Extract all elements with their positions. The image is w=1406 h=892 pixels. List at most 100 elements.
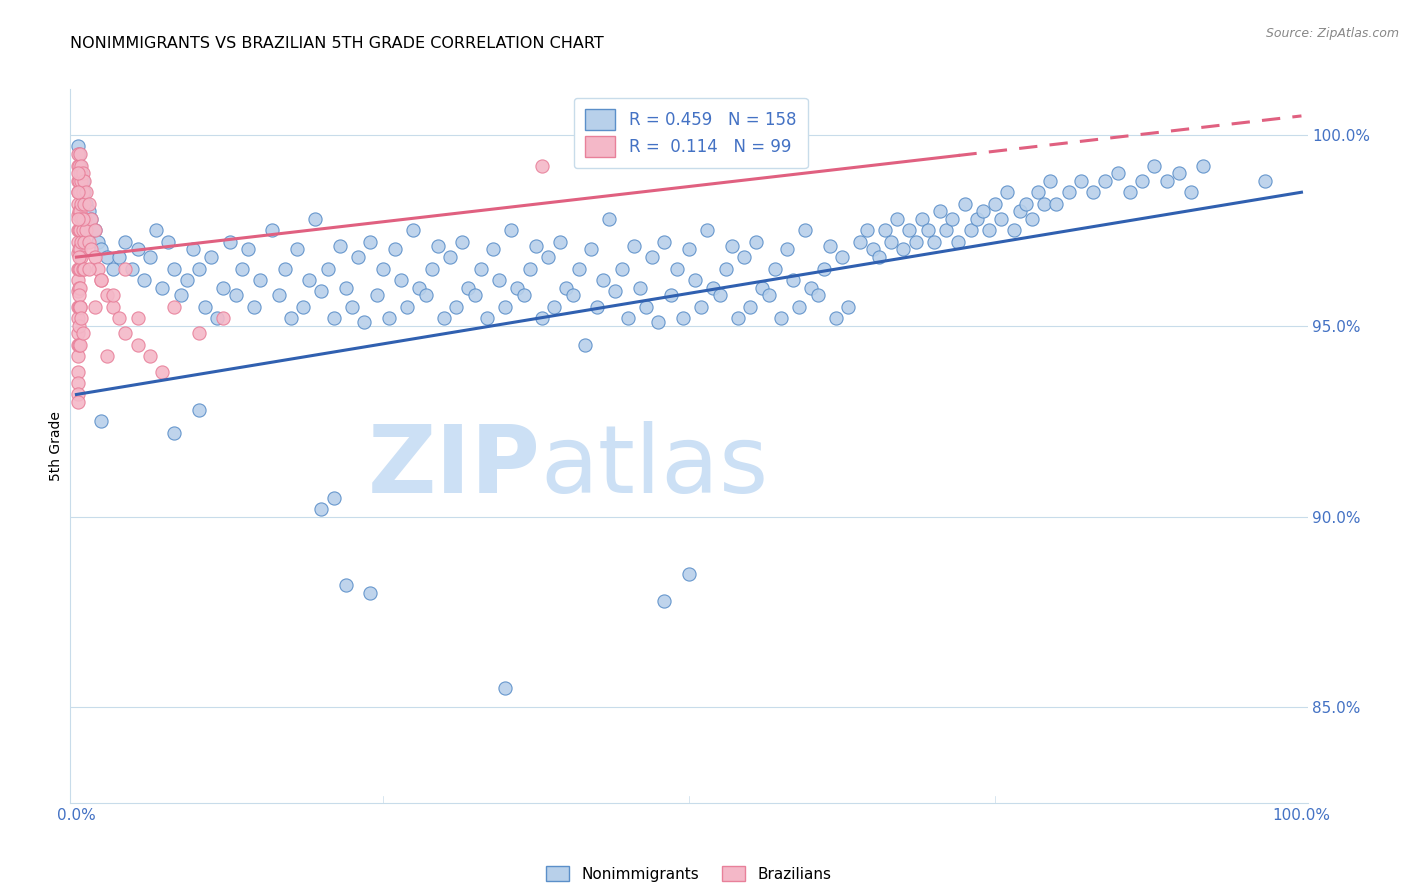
Y-axis label: 5th Grade: 5th Grade <box>49 411 63 481</box>
Point <box>163 261 186 276</box>
Text: NONIMMIGRANTS VS BRAZILIAN 5TH GRADE CORRELATION CHART: NONIMMIGRANTS VS BRAZILIAN 5TH GRADE COR… <box>70 36 605 51</box>
Text: atlas: atlas <box>540 421 769 514</box>
Point <box>763 261 786 276</box>
Point <box>813 261 835 276</box>
Point <box>740 300 762 314</box>
Point <box>530 159 553 173</box>
Point <box>70 196 93 211</box>
Point <box>623 238 645 252</box>
Point <box>90 273 112 287</box>
Point <box>127 338 149 352</box>
Point <box>340 300 363 314</box>
Point <box>359 586 381 600</box>
Point <box>77 261 100 276</box>
Point <box>1119 186 1142 200</box>
Point <box>70 211 93 226</box>
Point <box>322 311 344 326</box>
Point <box>568 261 591 276</box>
Point <box>831 250 853 264</box>
Point <box>67 318 90 333</box>
Point <box>77 196 100 211</box>
Point <box>408 280 430 294</box>
Point <box>378 311 401 326</box>
Point <box>73 186 96 200</box>
Point <box>67 288 90 302</box>
Point <box>948 235 970 249</box>
Point <box>1008 204 1031 219</box>
Point <box>66 223 89 237</box>
Point <box>145 223 167 237</box>
Point <box>457 280 479 294</box>
Point <box>187 326 209 341</box>
Point <box>1156 174 1178 188</box>
Point <box>66 395 89 409</box>
Point <box>720 238 742 252</box>
Point <box>886 211 908 226</box>
Point <box>922 235 945 249</box>
Point <box>121 261 143 276</box>
Point <box>917 223 939 237</box>
Point <box>1094 174 1116 188</box>
Point <box>758 288 780 302</box>
Point <box>80 211 103 226</box>
Point <box>1254 174 1277 188</box>
Point <box>67 223 90 237</box>
Point <box>67 147 90 161</box>
Point <box>659 288 682 302</box>
Point <box>67 250 90 264</box>
Point <box>1130 174 1153 188</box>
Text: Source: ZipAtlas.com: Source: ZipAtlas.com <box>1265 27 1399 40</box>
Point <box>464 288 486 302</box>
Point <box>218 235 240 249</box>
Point <box>530 311 553 326</box>
Point <box>69 223 91 237</box>
Point <box>1033 196 1056 211</box>
Point <box>70 174 93 188</box>
Point <box>273 261 295 276</box>
Point <box>187 261 209 276</box>
Point <box>75 223 97 237</box>
Point <box>311 502 333 516</box>
Point <box>574 338 596 352</box>
Point <box>433 311 456 326</box>
Point <box>966 211 988 226</box>
Point <box>70 166 93 180</box>
Point <box>70 159 93 173</box>
Point <box>72 211 94 226</box>
Point <box>616 311 638 326</box>
Point <box>139 250 162 264</box>
Point <box>868 250 890 264</box>
Point <box>67 174 90 188</box>
Point <box>347 250 370 264</box>
Point <box>139 349 162 363</box>
Point <box>66 174 89 188</box>
Point <box>66 326 89 341</box>
Point <box>69 159 91 173</box>
Point <box>96 288 118 302</box>
Point <box>322 491 344 505</box>
Point <box>470 261 492 276</box>
Point <box>66 311 89 326</box>
Point <box>96 250 118 264</box>
Point <box>690 300 713 314</box>
Point <box>66 196 89 211</box>
Point <box>66 261 89 276</box>
Point <box>73 261 96 276</box>
Point <box>628 280 651 294</box>
Point <box>67 280 90 294</box>
Point <box>225 288 247 302</box>
Point <box>70 250 93 264</box>
Point <box>101 261 124 276</box>
Point <box>494 300 516 314</box>
Point <box>67 186 90 200</box>
Point <box>200 250 222 264</box>
Point <box>1002 223 1025 237</box>
Point <box>73 174 96 188</box>
Point <box>371 261 394 276</box>
Point <box>292 300 315 314</box>
Point <box>114 261 136 276</box>
Point <box>66 300 89 314</box>
Point <box>73 235 96 249</box>
Point <box>610 261 633 276</box>
Point <box>1070 174 1092 188</box>
